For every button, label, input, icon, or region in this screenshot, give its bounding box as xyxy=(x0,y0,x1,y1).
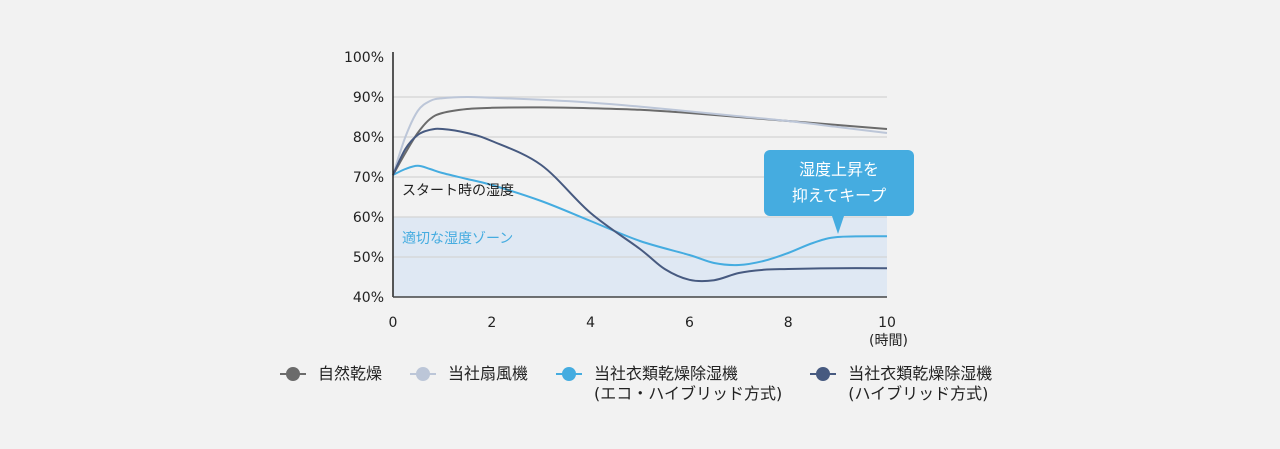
series-line-1 xyxy=(392,95,888,176)
y-tick-label: 90% xyxy=(353,90,384,106)
y-tick-label: 100% xyxy=(344,50,384,66)
data-series xyxy=(392,95,888,283)
y-tick-label: 80% xyxy=(353,130,384,146)
x-tick-label: 0 xyxy=(389,315,398,331)
legend-sublabel: (ハイブリッド方式) xyxy=(848,384,989,403)
callout-line-1: 湿度上昇を xyxy=(798,160,879,179)
legend-label: 当社衣類乾燥除湿機 xyxy=(594,364,739,383)
legend-item-natural-drying: 自然乾燥 xyxy=(280,364,382,384)
chart-legend: 自然乾燥 当社扇風機 当社衣類乾燥除湿機 (エコ・ハイブリッド方式) 当社衣類乾… xyxy=(280,364,1020,404)
legend-sublabel: (エコ・ハイブリッド方式) xyxy=(594,384,783,403)
y-tick-label: 60% xyxy=(353,210,384,226)
legend-marker-icon xyxy=(556,364,583,384)
y-axis-ticks: 40% 50% 60% 70% 80% 90% 100% xyxy=(344,50,384,306)
x-axis-unit: (時間) xyxy=(869,333,908,349)
x-axis-ticks: 0 2 4 6 8 10 xyxy=(389,315,896,331)
legend-label: 当社扇風機 xyxy=(448,364,529,383)
legend-item-fan: 当社扇風機 xyxy=(410,364,528,384)
legend-marker-icon xyxy=(410,364,437,384)
series-line-3 xyxy=(392,127,888,283)
start-humidity-label: スタート時の湿度 xyxy=(402,183,514,199)
callout-line-2: 抑えてキープ xyxy=(791,186,887,205)
y-tick-label: 40% xyxy=(353,290,384,306)
legend-marker-icon xyxy=(280,364,306,384)
x-tick-label: 6 xyxy=(685,315,694,331)
humidity-keep-callout: 湿度上昇を 抑えてキープ xyxy=(764,150,914,234)
humidity-line-chart: 40% 50% 60% 70% 80% 90% 100% 0 2 4 6 8 10 (時間) xyxy=(344,50,908,349)
legend-label: 当社衣類乾燥除湿機 xyxy=(848,364,993,383)
legend-item-hybrid: 当社衣類乾燥除湿機 (ハイブリッド方式) xyxy=(810,364,992,404)
legend-marker-icon xyxy=(810,364,837,384)
legend-label: 自然乾燥 xyxy=(318,364,383,383)
optimal-zone-label: 適切な湿度ゾーン xyxy=(402,231,514,247)
x-tick-label: 4 xyxy=(586,315,595,331)
x-tick-label: 10 xyxy=(878,315,896,331)
legend-item-eco-hybrid: 当社衣類乾燥除湿機 (エコ・ハイブリッド方式) xyxy=(556,364,782,404)
y-tick-label: 50% xyxy=(353,250,384,266)
x-tick-label: 2 xyxy=(487,315,496,331)
y-tick-label: 70% xyxy=(353,170,384,186)
x-tick-label: 8 xyxy=(784,315,793,331)
